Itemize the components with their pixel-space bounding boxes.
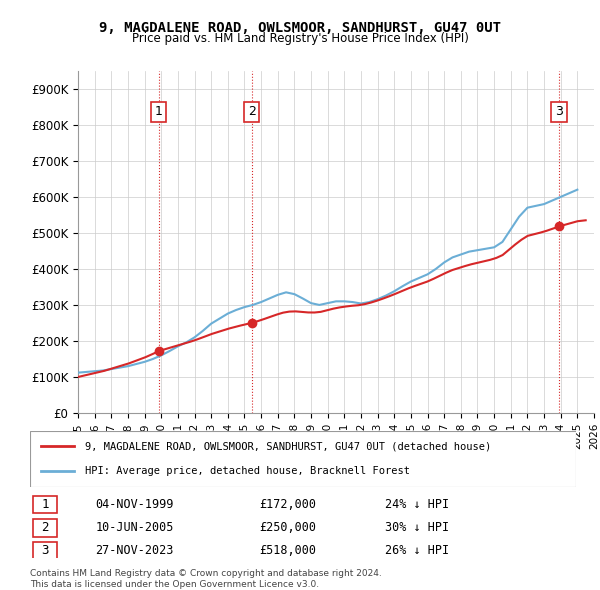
Text: 26% ↓ HPI: 26% ↓ HPI (385, 544, 449, 558)
Text: £518,000: £518,000 (259, 544, 316, 558)
Text: 04-NOV-1999: 04-NOV-1999 (95, 498, 174, 511)
Text: Price paid vs. HM Land Registry's House Price Index (HPI): Price paid vs. HM Land Registry's House … (131, 32, 469, 45)
FancyBboxPatch shape (30, 431, 576, 487)
Text: £250,000: £250,000 (259, 521, 316, 534)
Text: 3: 3 (555, 106, 563, 119)
Text: 2: 2 (41, 521, 49, 534)
Text: 3: 3 (41, 544, 49, 558)
Text: 27-NOV-2023: 27-NOV-2023 (95, 544, 174, 558)
Text: 1: 1 (155, 106, 163, 119)
Text: 9, MAGDALENE ROAD, OWLSMOOR, SANDHURST, GU47 0UT: 9, MAGDALENE ROAD, OWLSMOOR, SANDHURST, … (99, 21, 501, 35)
Text: 1: 1 (41, 498, 49, 511)
Text: 24% ↓ HPI: 24% ↓ HPI (385, 498, 449, 511)
Text: 10-JUN-2005: 10-JUN-2005 (95, 521, 174, 534)
FancyBboxPatch shape (33, 519, 58, 536)
Text: Contains HM Land Registry data © Crown copyright and database right 2024.
This d: Contains HM Land Registry data © Crown c… (30, 569, 382, 589)
Text: £172,000: £172,000 (259, 498, 316, 511)
Text: HPI: Average price, detached house, Bracknell Forest: HPI: Average price, detached house, Brac… (85, 466, 410, 476)
Text: 9, MAGDALENE ROAD, OWLSMOOR, SANDHURST, GU47 0UT (detached house): 9, MAGDALENE ROAD, OWLSMOOR, SANDHURST, … (85, 441, 491, 451)
FancyBboxPatch shape (33, 496, 58, 513)
FancyBboxPatch shape (33, 542, 58, 559)
Text: 2: 2 (248, 106, 256, 119)
Text: 30% ↓ HPI: 30% ↓ HPI (385, 521, 449, 534)
